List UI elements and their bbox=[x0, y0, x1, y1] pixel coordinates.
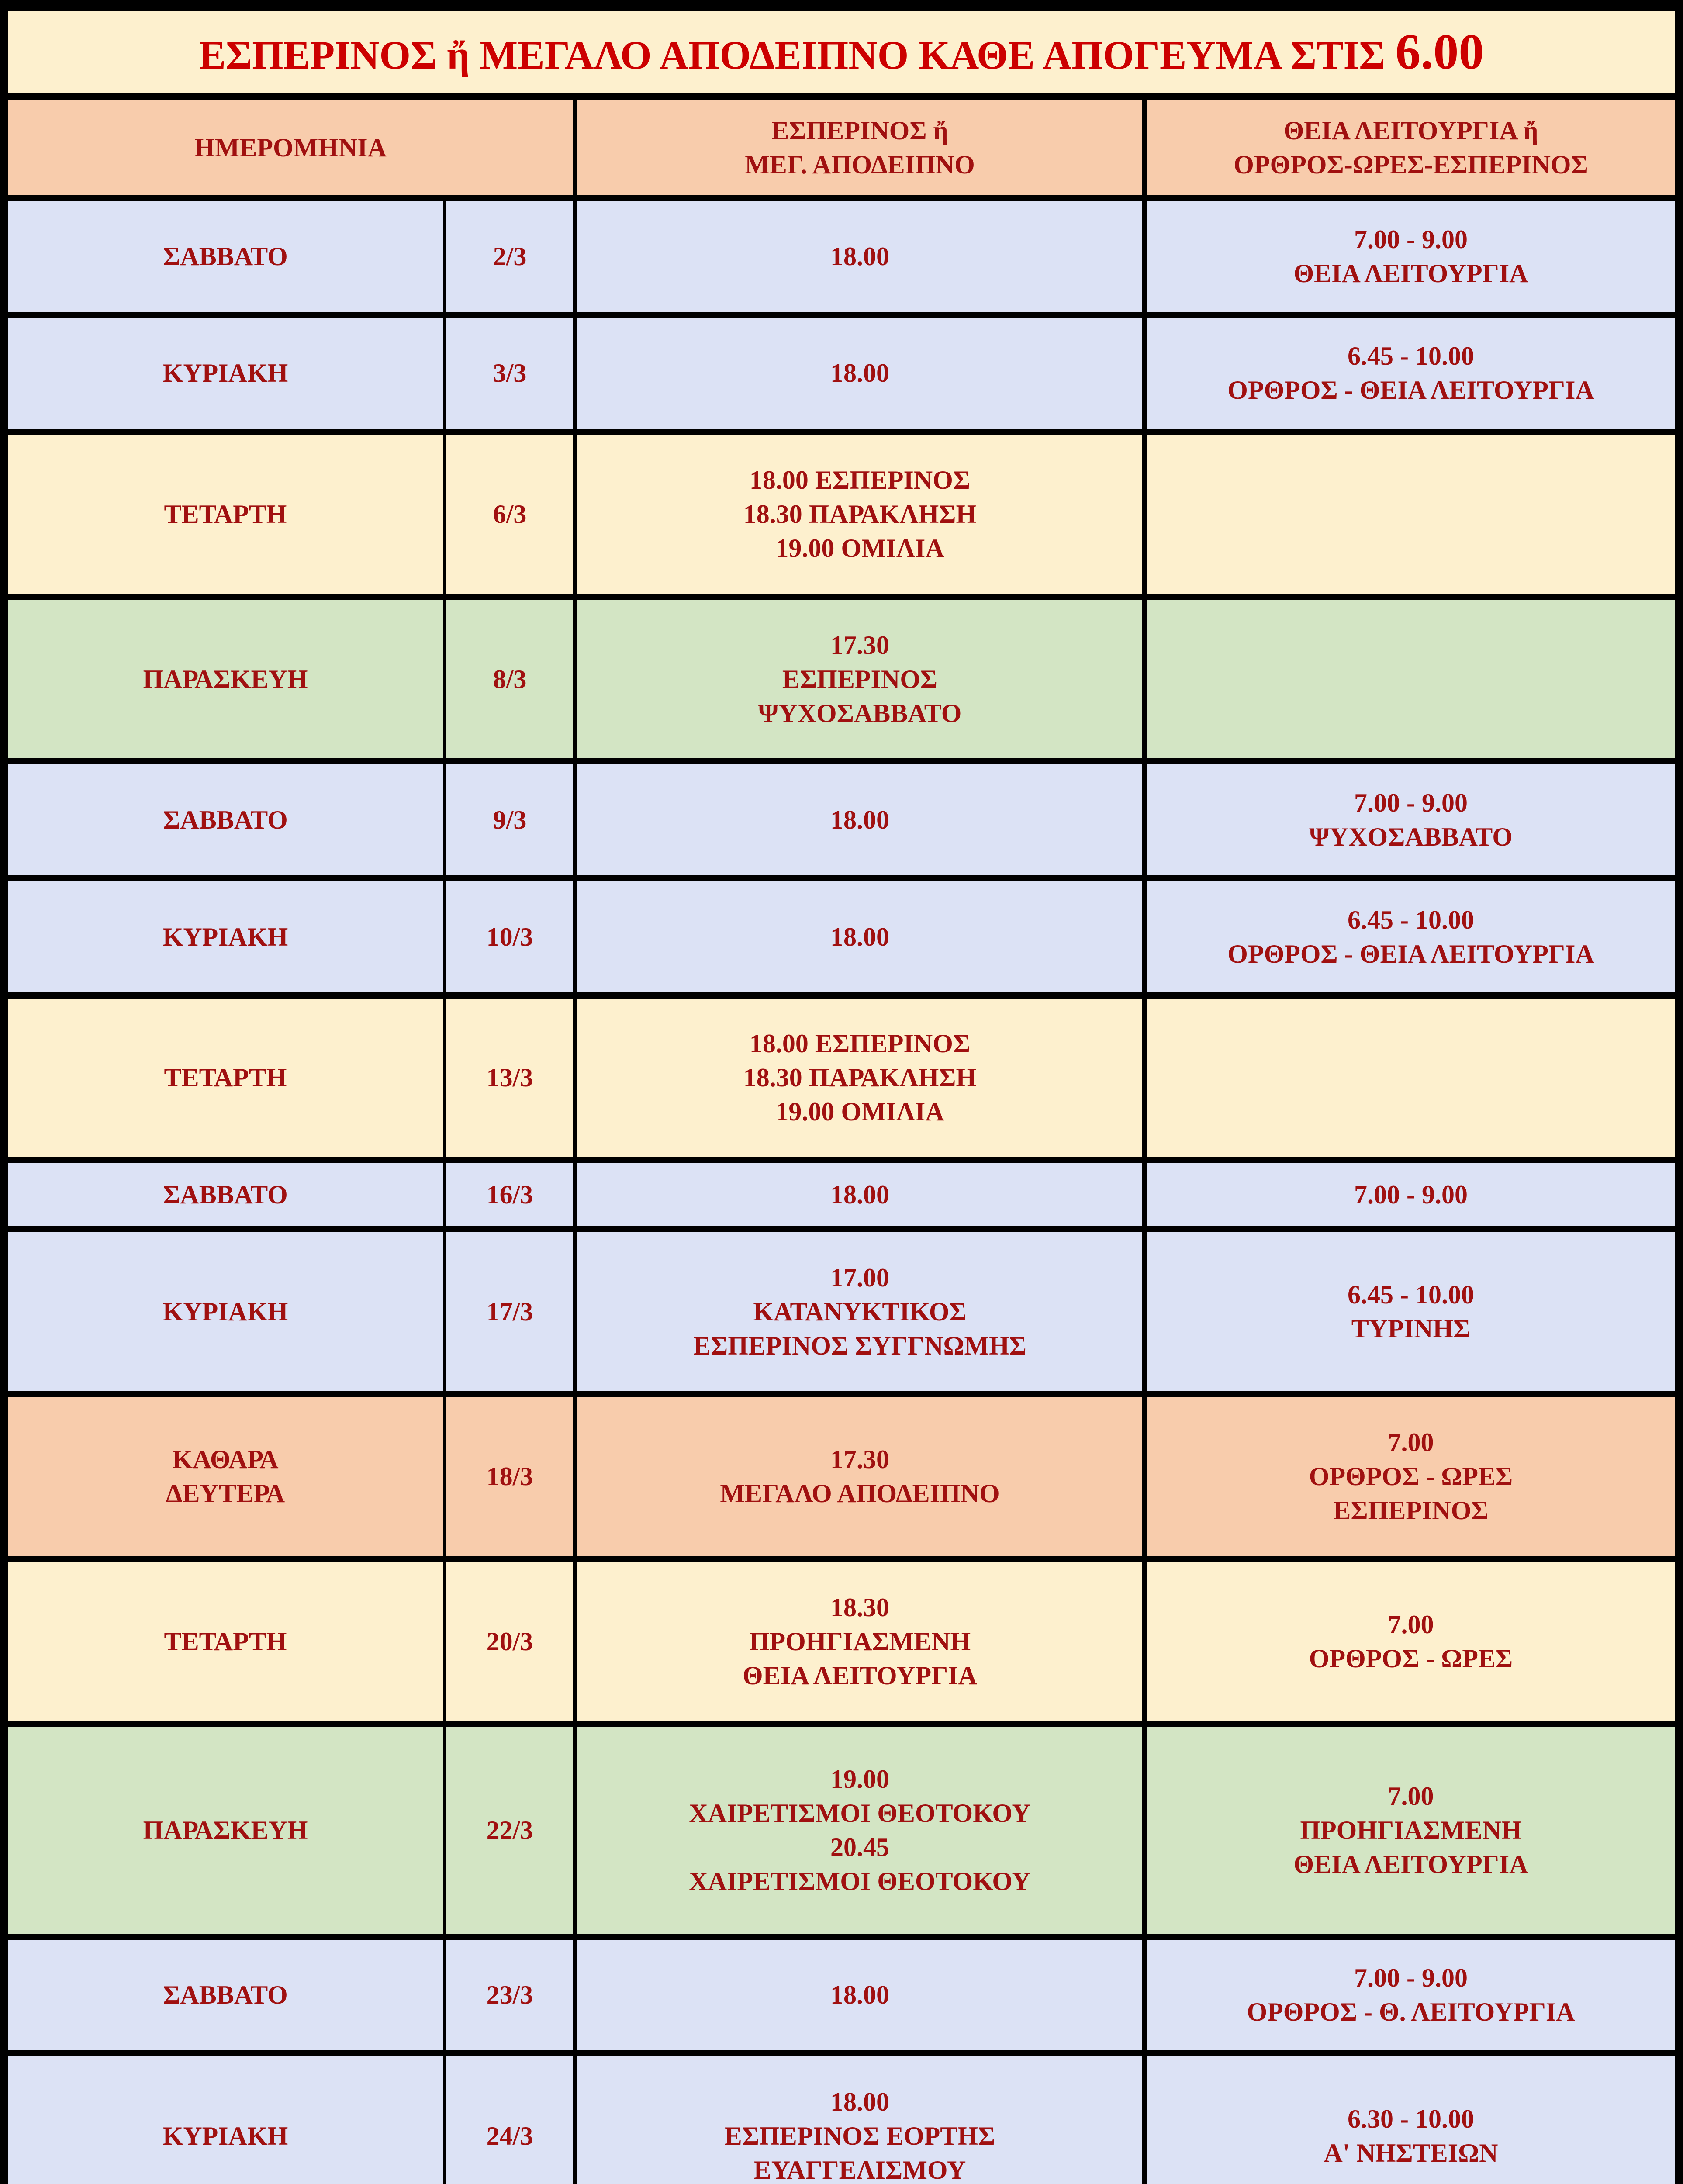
cell-date: 8/3 bbox=[446, 599, 578, 765]
cell-liturgy: 7.00 ΟΡΘΡΟΣ - ΩΡΕΣ bbox=[1147, 1562, 1676, 1727]
cell-date: 10/3 bbox=[446, 881, 578, 999]
cell-vespers: 17.00 ΚΑΤΑΝΥΚΤΙΚΟΣ ΕΣΠΕΡΙΝΟΣ ΣΥΓΓΝΩΜΗΣ bbox=[577, 1232, 1147, 1397]
cell-date: 2/3 bbox=[446, 201, 578, 318]
cell-day-name: ΣΑΒΒΑΤΟ bbox=[8, 764, 446, 881]
cell-liturgy: 7.00 ΠΡΟΗΓΙΑΣΜΕΝΗ ΘΕΙΑ ΛΕΙΤΟΥΡΓΙΑ bbox=[1147, 1727, 1676, 1940]
cell-liturgy: 7.00 - 9.00 ΟΡΘΡΟΣ - Θ. ΛΕΙΤΟΥΡΓΙΑ bbox=[1147, 1939, 1676, 2057]
cell-vespers: 18.00 bbox=[577, 1163, 1147, 1232]
cell-liturgy: 7.00 - 9.00 bbox=[1147, 1163, 1676, 1232]
cell-vespers: 17.30 ΕΣΠΕΡΙΝΟΣ ΨΥΧΟΣΑΒΒΑΤΟ bbox=[577, 599, 1147, 765]
cell-vespers: 18.30 ΠΡΟΗΓΙΑΣΜΕΝΗ ΘΕΙΑ ΛΕΙΤΟΥΡΓΙΑ bbox=[577, 1562, 1147, 1727]
table-row: ΚΥΡΙΑΚΗ 10/3 18.00 6.45 - 10.00 ΟΡΘΡΟΣ - ΘΕ… bbox=[8, 881, 1676, 999]
cell-vespers: 17.30 ΜΕΓΑΛΟ ΑΠΟΔΕΙΠΝΟ bbox=[577, 1397, 1147, 1562]
cell-day-name: ΣΑΒΒΑΤΟ bbox=[8, 1939, 446, 2057]
table-body: ΣΑΒΒΑΤΟ 2/3 18.00 7.00 - 9.00 ΘΕΙΑ ΛΕΙΤΟΥΡΓ… bbox=[8, 201, 1676, 2184]
poster-title-time: 6.00 bbox=[1395, 24, 1484, 80]
table-row: ΤΕΤΑΡΤΗ 13/3 18.00 ΕΣΠΕΡΙΝΟΣ 18.30 ΠΑΡΑΚΛΗ… bbox=[8, 998, 1676, 1163]
cell-date: 22/3 bbox=[446, 1727, 578, 1940]
cell-liturgy: 7.00 - 9.00 ΘΕΙΑ ΛΕΙΤΟΥΡΓΙΑ bbox=[1147, 201, 1676, 318]
cell-liturgy: 7.00 ΟΡΘΡΟΣ - ΩΡΕΣ ΕΣΠΕΡΙΝΟΣ bbox=[1147, 1397, 1676, 1562]
cell-date: 20/3 bbox=[446, 1562, 578, 1727]
cell-vespers: 18.00 bbox=[577, 764, 1147, 881]
cell-date: 23/3 bbox=[446, 1939, 578, 2057]
header-row: ΗΜΕΡΟΜΗΝΙΑ ΕΣΠΕΡΙΝΟΣ ἤ ΜΕΓ. ΑΠΟΔΕΙΠΝΟ ΘΕ… bbox=[8, 100, 1676, 201]
cell-liturgy: 6.45 - 10.00 ΟΡΘΡΟΣ - ΘΕΙΑ ΛΕΙΤΟΥΡΓΙΑ bbox=[1147, 318, 1676, 435]
cell-day-name: ΚΥΡΙΑΚΗ bbox=[8, 318, 446, 435]
cell-vespers: 18.00 ΕΣΠΕΡΙΝΟΣ 18.30 ΠΑΡΑΚΛΗΣΗ 19.00 ΟΜ… bbox=[577, 435, 1147, 600]
cell-date: 13/3 bbox=[446, 998, 578, 1163]
cell-date: 6/3 bbox=[446, 435, 578, 600]
cell-date: 24/3 bbox=[446, 2056, 578, 2184]
poster-title-main: ΕΣΠΕΡΙΝΟΣ ἤ ΜΕΓΑΛΟ ΑΠΟΔΕΙΠΝΟ ΚΑΘΕ ΑΠΟΓΕΥ… bbox=[199, 33, 1386, 77]
cell-day-name: ΚΥΡΙΑΚΗ bbox=[8, 2056, 446, 2184]
table-row: ΚΥΡΙΑΚΗ 3/3 18.00 6.45 - 10.00 ΟΡΘΡΟΣ - ΘΕΙ… bbox=[8, 318, 1676, 435]
table-row: ΣΑΒΒΑΤΟ 9/3 18.00 7.00 - 9.00 ΨΥΧΟΣΑΒΒΑΤΟ bbox=[8, 764, 1676, 881]
cell-day-name: ΚΑΘΑΡΑ ΔΕΥΤΕΡΑ bbox=[8, 1397, 446, 1562]
cell-vespers: 18.00 bbox=[577, 201, 1147, 318]
cell-date: 17/3 bbox=[446, 1232, 578, 1397]
table-row: ΣΑΒΒΑΤΟ 16/3 18.00 7.00 - 9.00 bbox=[8, 1163, 1676, 1232]
table-row: ΤΕΤΑΡΤΗ 20/3 18.30 ΠΡΟΗΓΙΑΣΜΕΝΗ ΘΕΙΑ ΛΕΙΤΟ… bbox=[8, 1562, 1676, 1727]
table-row: ΚΥΡΙΑΚΗ 24/3 18.00 ΕΣΠΕΡΙΝΟΣ ΕΟΡΤΗΣ ΕΥΑΓΓΕ… bbox=[8, 2056, 1676, 2184]
cell-day-name: ΠΑΡΑΣΚΕΥΗ bbox=[8, 599, 446, 765]
cell-vespers: 18.00 bbox=[577, 881, 1147, 999]
table-row: ΤΕΤΑΡΤΗ 6/3 18.00 ΕΣΠΕΡΙΝΟΣ 18.30 ΠΑΡΑΚΛΗΣ… bbox=[8, 435, 1676, 600]
schedule-table: ΗΜΕΡΟΜΗΝΙΑ ΕΣΠΕΡΙΝΟΣ ἤ ΜΕΓ. ΑΠΟΔΕΙΠΝΟ ΘΕ… bbox=[8, 100, 1676, 2184]
cell-day-name: ΚΥΡΙΑΚΗ bbox=[8, 881, 446, 999]
cell-day-name: ΠΑΡΑΣΚΕΥΗ bbox=[8, 1727, 446, 1940]
column-header-liturgy: ΘΕΙΑ ΛΕΙΤΟΥΡΓΙΑ ἤ ΟΡΘΡΟΣ-ΩΡΕΣ-ΕΣΠΕΡΙΝΟΣ bbox=[1147, 100, 1676, 201]
cell-vespers: 18.00 bbox=[577, 1939, 1147, 2057]
cell-liturgy: 7.00 - 9.00 ΨΥΧΟΣΑΒΒΑΤΟ bbox=[1147, 764, 1676, 881]
table-row: ΠΑΡΑΣΚΕΥΗ 22/3 19.00 ΧΑΙΡΕΤΙΣΜΟΙ ΘΕΟΤΟΚΟΥ … bbox=[8, 1727, 1676, 1940]
cell-liturgy bbox=[1147, 998, 1676, 1163]
poster-title: ΕΣΠΕΡΙΝΟΣ ἤ ΜΕΓΑΛΟ ΑΠΟΔΕΙΠΝΟ ΚΑΘΕ ΑΠΟΓΕΥ… bbox=[199, 27, 1484, 77]
cell-day-name: ΣΑΒΒΑΤΟ bbox=[8, 1163, 446, 1232]
cell-liturgy: 6.45 - 10.00 ΤΥΡΙΝΗΣ bbox=[1147, 1232, 1676, 1397]
cell-vespers: 18.00 bbox=[577, 318, 1147, 435]
table-header: ΗΜΕΡΟΜΗΝΙΑ ΕΣΠΕΡΙΝΟΣ ἤ ΜΕΓ. ΑΠΟΔΕΙΠΝΟ ΘΕ… bbox=[8, 100, 1676, 201]
cell-day-name: ΤΕΤΑΡΤΗ bbox=[8, 435, 446, 600]
table-row: ΣΑΒΒΑΤΟ 23/3 18.00 7.00 - 9.00 ΟΡΘΡΟΣ - Θ. … bbox=[8, 1939, 1676, 2057]
cell-day-name: ΤΕΤΑΡΤΗ bbox=[8, 1562, 446, 1727]
cell-vespers: 18.00 ΕΣΠΕΡΙΝΟΣ 18.30 ΠΑΡΑΚΛΗΣΗ 19.00 ΟΜ… bbox=[577, 998, 1147, 1163]
cell-date: 16/3 bbox=[446, 1163, 578, 1232]
cell-vespers: 19.00 ΧΑΙΡΕΤΙΣΜΟΙ ΘΕΟΤΟΚΟΥ 20.45 ΧΑΙΡΕΤΙ… bbox=[577, 1727, 1147, 1940]
table-row: ΚΑΘΑΡΑ ΔΕΥΤΕΡΑ 18/3 17.30 ΜΕΓΑΛΟ ΑΠΟΔΕΙΠΝΟ… bbox=[8, 1397, 1676, 1562]
cell-date: 3/3 bbox=[446, 318, 578, 435]
column-header-vespers: ΕΣΠΕΡΙΝΟΣ ἤ ΜΕΓ. ΑΠΟΔΕΙΠΝΟ bbox=[577, 100, 1147, 201]
cell-liturgy: 6.30 - 10.00 Α' ΝΗΣΤΕΙΩΝ bbox=[1147, 2056, 1676, 2184]
cell-day-name: ΚΥΡΙΑΚΗ bbox=[8, 1232, 446, 1397]
cell-day-name: ΣΑΒΒΑΤΟ bbox=[8, 201, 446, 318]
cell-vespers: 18.00 ΕΣΠΕΡΙΝΟΣ ΕΟΡΤΗΣ ΕΥΑΓΓΕΛΙΣΜΟΥ bbox=[577, 2056, 1147, 2184]
title-banner: ΕΣΠΕΡΙΝΟΣ ἤ ΜΕΓΑΛΟ ΑΠΟΔΕΙΠΝΟ ΚΑΘΕ ΑΠΟΓΕΥ… bbox=[8, 11, 1675, 93]
cell-liturgy: 6.45 - 10.00 ΟΡΘΡΟΣ - ΘΕΙΑ ΛΕΙΤΟΥΡΓΙΑ bbox=[1147, 881, 1676, 999]
cell-day-name: ΤΕΤΑΡΤΗ bbox=[8, 998, 446, 1163]
cell-liturgy bbox=[1147, 599, 1676, 765]
table-row: ΚΥΡΙΑΚΗ 17/3 17.00 ΚΑΤΑΝΥΚΤΙΚΟΣ ΕΣΠΕΡΙΝΟΣ … bbox=[8, 1232, 1676, 1397]
cell-date: 18/3 bbox=[446, 1397, 578, 1562]
column-header-date: ΗΜΕΡΟΜΗΝΙΑ bbox=[8, 100, 578, 201]
table-row: ΣΑΒΒΑΤΟ 2/3 18.00 7.00 - 9.00 ΘΕΙΑ ΛΕΙΤΟΥΡΓ… bbox=[8, 201, 1676, 318]
cell-date: 9/3 bbox=[446, 764, 578, 881]
cell-liturgy bbox=[1147, 435, 1676, 600]
table-row: ΠΑΡΑΣΚΕΥΗ 8/3 17.30 ΕΣΠΕΡΙΝΟΣ ΨΥΧΟΣΑΒΒΑΤΟ bbox=[8, 599, 1676, 765]
